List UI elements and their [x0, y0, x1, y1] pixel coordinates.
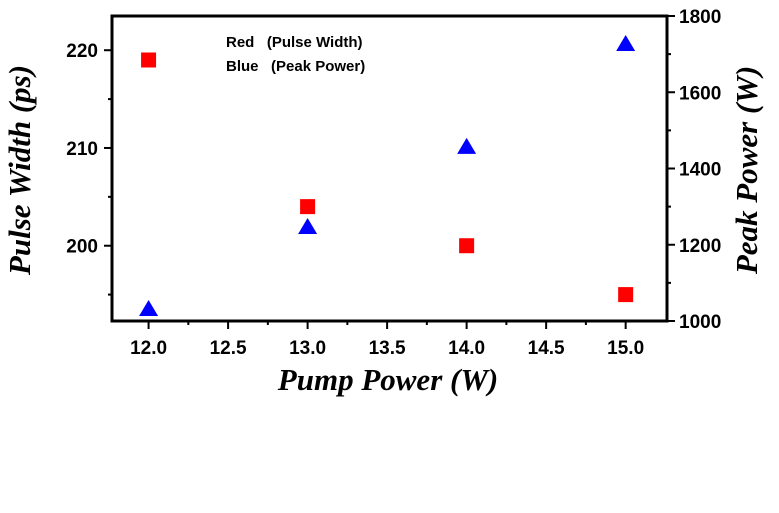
x-tick-label: 15.0 — [607, 338, 644, 359]
y2-tick-label: 1800 — [679, 7, 721, 28]
legend-line-blue: Blue (Peak Power) — [226, 58, 365, 75]
legend-line-red: Red (Pulse Width) — [226, 34, 363, 51]
left-axis-title: Pulse Width (ps) — [2, 65, 37, 276]
pulse-width-marker — [459, 238, 475, 254]
x-tick-label: 14.0 — [448, 338, 485, 359]
peak-power-marker — [457, 137, 477, 154]
x-tick-label: 14.5 — [528, 338, 565, 359]
pulse-width-marker — [141, 52, 157, 68]
x-axis-ticks: 12.0 12.5 13.0 13.5 14.0 14.5 15.0 — [130, 321, 644, 359]
y-tick-label: 220 — [66, 41, 98, 62]
y-tick-label: 210 — [66, 139, 98, 160]
peak-power-marker — [139, 299, 159, 316]
x-tick-label: 13.5 — [369, 338, 406, 359]
pulse-width-marker — [300, 199, 316, 215]
plot-frame — [110, 14, 669, 323]
x-axis-title: Pump Power (W) — [277, 362, 498, 397]
peak-power-marker — [298, 217, 318, 234]
y2-tick-label: 1000 — [679, 312, 721, 333]
legend: Red (Pulse Width) Blue (Peak Power) — [226, 34, 365, 75]
data-markers — [139, 34, 636, 316]
x-tick-label: 12.0 — [130, 338, 167, 359]
left-axis-ticks: 200 210 220 — [66, 41, 112, 296]
right-axis-title: Peak Power (W) — [729, 66, 764, 275]
y-tick-label: 200 — [66, 237, 98, 258]
peak-power-marker — [616, 34, 636, 51]
pulse-width-marker — [618, 287, 634, 303]
right-axis-ticks: 1000 1200 1400 1600 1800 — [667, 7, 721, 333]
y2-tick-label: 1200 — [679, 236, 721, 257]
x-tick-label: 12.5 — [210, 338, 247, 359]
y2-tick-label: 1600 — [679, 83, 721, 104]
x-tick-label: 13.0 — [289, 338, 326, 359]
y2-tick-label: 1400 — [679, 160, 721, 181]
